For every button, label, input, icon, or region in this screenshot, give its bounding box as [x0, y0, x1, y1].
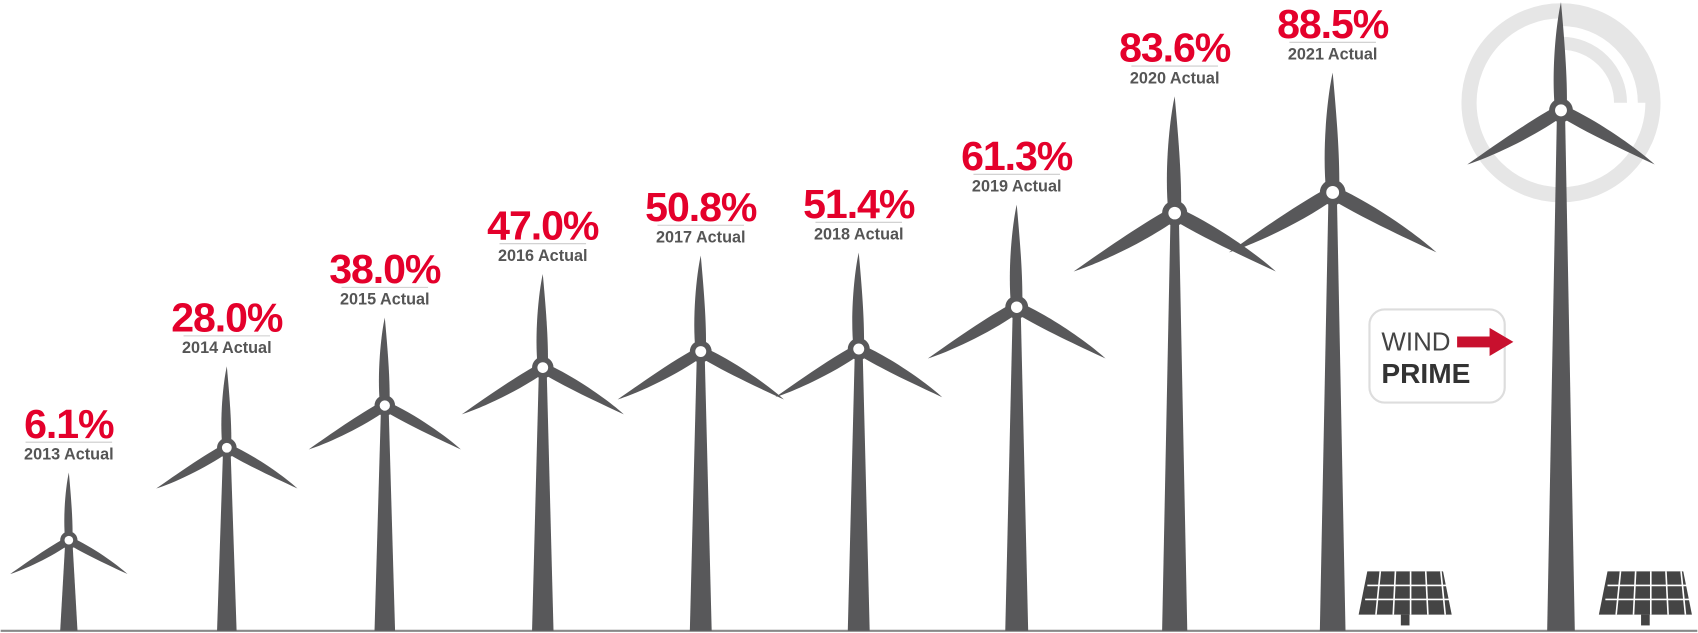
year-label: 2014 Actual — [182, 339, 272, 357]
tower — [60, 540, 77, 631]
value-label: 88.5% — [1277, 1, 1389, 47]
blade — [698, 346, 787, 404]
value-label: 28.0% — [171, 295, 283, 341]
blade — [856, 343, 945, 401]
logo: WIND PRIME — [1369, 309, 1513, 402]
hub-center — [222, 443, 232, 453]
blade — [540, 362, 627, 419]
tower — [1320, 192, 1346, 630]
value-label: 51.4% — [803, 181, 915, 227]
tower — [1162, 213, 1187, 631]
blade — [694, 256, 706, 352]
blade — [1171, 206, 1279, 277]
year-label: 2016 Actual — [498, 247, 588, 265]
blade — [615, 347, 704, 405]
year-label: 2015 Actual — [340, 291, 430, 309]
tower — [532, 368, 553, 631]
blade — [1010, 205, 1023, 308]
turbine — [1070, 96, 1279, 630]
blade — [537, 274, 548, 368]
hub-center — [1168, 207, 1181, 220]
turbine — [615, 256, 787, 631]
year-label: 2019 Actual — [972, 178, 1062, 196]
tower — [1005, 307, 1028, 631]
year-label: 2020 Actual — [1130, 69, 1220, 87]
hub-center — [537, 362, 548, 373]
turbine — [459, 274, 627, 631]
hub-center — [65, 536, 74, 545]
hub-center — [1326, 186, 1339, 199]
tower — [848, 349, 870, 631]
blade — [1325, 73, 1340, 193]
year-label: 2013 Actual — [24, 445, 114, 463]
value-label: 50.8% — [645, 184, 757, 230]
blade — [925, 302, 1020, 364]
value-label: 83.6% — [1119, 25, 1231, 71]
blade — [1329, 185, 1440, 258]
blade — [221, 366, 231, 448]
value-label: 6.1% — [24, 401, 114, 447]
year-label: 2021 Actual — [1288, 46, 1378, 64]
logo-wind: WIND — [1381, 327, 1450, 357]
tower — [375, 406, 396, 631]
solar-panels — [1359, 571, 1692, 625]
value-label: 61.3% — [961, 133, 1073, 179]
blade — [64, 472, 72, 540]
year-label: 2017 Actual — [656, 229, 746, 247]
hub-center — [1011, 301, 1022, 312]
logo-prime: PRIME — [1381, 358, 1470, 389]
hub-center — [695, 346, 706, 357]
turbine — [306, 318, 464, 631]
blade — [773, 344, 862, 402]
tower — [217, 448, 237, 631]
turbine — [773, 253, 946, 631]
hub-center — [853, 344, 864, 355]
blade — [1070, 208, 1178, 279]
blade — [852, 253, 864, 349]
year-label: 2018 Actual — [814, 226, 904, 244]
turbine — [154, 366, 300, 631]
blade — [1167, 96, 1181, 213]
chart: WIND PRIME 2013 Actual6.1% 2014 Actual28.… — [0, 0, 1698, 633]
value-label: 47.0% — [487, 202, 599, 248]
blade — [1014, 301, 1109, 363]
value-label: 38.0% — [329, 246, 441, 292]
tower — [690, 352, 712, 631]
turbine — [8, 472, 129, 630]
hub-center — [380, 400, 390, 410]
hub-center — [1555, 104, 1567, 116]
blade — [379, 318, 390, 406]
